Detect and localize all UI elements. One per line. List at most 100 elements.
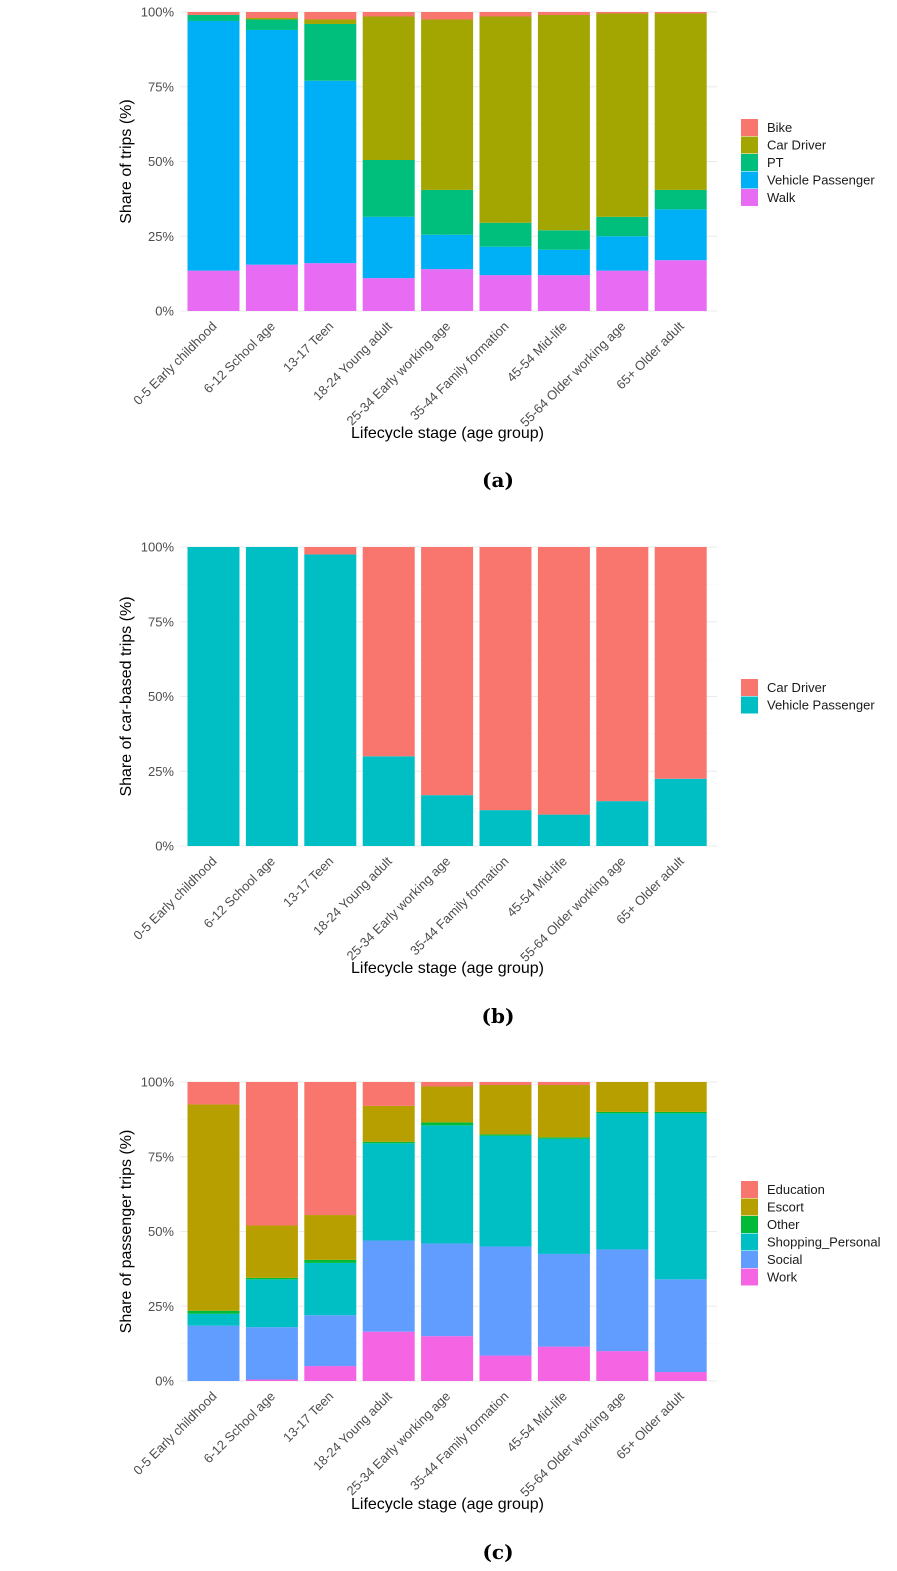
bar-segment-education xyxy=(187,1082,240,1105)
bar-segment-car-driver xyxy=(479,16,532,223)
bar-segment-walk xyxy=(245,264,298,311)
bar-segment-work xyxy=(654,1372,707,1381)
y-tick-label: 75% xyxy=(148,1149,174,1164)
bar-segment-shopping-personal xyxy=(245,1279,298,1328)
bar-segment-social xyxy=(187,1325,240,1381)
bar-segment-education xyxy=(245,1082,298,1226)
bar-segment-social xyxy=(421,1243,474,1337)
bar-segment-vehicle-passenger xyxy=(304,80,357,264)
y-axis-title: Share of passenger trips (%) xyxy=(118,1130,135,1334)
y-tick-label: 25% xyxy=(148,764,174,779)
legend-swatch-car-driver xyxy=(741,679,758,696)
bar-segment-social xyxy=(654,1279,707,1373)
bar-segment-escort xyxy=(304,1215,357,1260)
bar-segment-social xyxy=(245,1327,298,1380)
bar-segment-escort xyxy=(187,1104,240,1311)
bar-segment-vehicle-passenger xyxy=(654,209,707,261)
bar-segment-car-driver xyxy=(654,547,707,779)
bars xyxy=(187,547,707,846)
bar-segment-vehicle-passenger xyxy=(421,234,474,270)
y-tick-label: 100% xyxy=(141,5,175,20)
bar-segment-vehicle-passenger xyxy=(479,810,532,846)
bar-segment-bike xyxy=(245,12,298,18)
bar-segment-car-driver xyxy=(421,547,474,796)
bar-segment-other xyxy=(245,1277,298,1280)
x-tick-label: 0-5 Early childhood xyxy=(130,1389,219,1478)
bar-segment-car-driver xyxy=(304,547,357,555)
bar-segment-social xyxy=(362,1240,415,1332)
bar-segment-shopping-personal xyxy=(187,1313,240,1326)
x-tick-label: 13-17 Teen xyxy=(280,319,336,375)
legend-label: Other xyxy=(767,1217,800,1232)
y-tick-label: 50% xyxy=(148,1224,174,1239)
y-tick-label: 75% xyxy=(148,79,174,94)
bar-segment-vehicle-passenger xyxy=(654,778,707,846)
y-tick-label: 0% xyxy=(155,1374,174,1389)
legend-swatch-bike xyxy=(741,119,758,136)
y-tick-label: 75% xyxy=(148,614,174,629)
bar-segment-vehicle-passenger xyxy=(421,795,474,846)
legend-label: Vehicle Passenger xyxy=(767,698,875,713)
bar-segment-pt xyxy=(596,216,649,237)
x-tick-label: 55-64 Older working age xyxy=(517,854,628,965)
bar-segment-work xyxy=(421,1336,474,1381)
bar-segment-vehicle-passenger xyxy=(537,814,590,846)
x-tick-label: 25-34 Early working age xyxy=(343,854,453,964)
bar-segment-vehicle-passenger xyxy=(304,554,357,846)
x-axis-title: Lifecycle stage (age group) xyxy=(351,960,544,977)
bar-segment-car-driver xyxy=(304,19,357,24)
legend-swatch-vehicle-passenger xyxy=(741,696,758,714)
bar-segment-work xyxy=(479,1355,532,1381)
bar-segment-walk xyxy=(537,275,590,311)
bar-segment-pt xyxy=(537,230,590,250)
x-tick-label: 35-44 Family formation xyxy=(407,854,512,959)
bar-segment-other xyxy=(304,1259,357,1263)
bar-segment-vehicle-passenger xyxy=(362,216,415,279)
bar-segment-bike xyxy=(654,12,707,14)
bar-segment-work xyxy=(596,1351,649,1381)
bar-segment-vehicle-passenger xyxy=(245,547,298,846)
legend-label: Shopping_Personal xyxy=(767,1235,881,1250)
bar-segment-bike xyxy=(362,12,415,17)
y-tick-label: 25% xyxy=(148,1299,174,1314)
bar-segment-escort xyxy=(245,1225,298,1278)
bar-segment-education xyxy=(421,1082,474,1087)
bar-segment-vehicle-passenger xyxy=(479,246,532,276)
y-axis-title: Share of trips (%) xyxy=(118,99,135,223)
bar-segment-escort xyxy=(654,1082,707,1112)
bar-segment-bike xyxy=(187,12,240,15)
bar-segment-car-driver xyxy=(362,547,415,757)
bar-segment-education xyxy=(537,1082,590,1085)
bar-segment-escort xyxy=(421,1086,474,1123)
bar-segment-other xyxy=(421,1122,474,1126)
y-tick-label: 100% xyxy=(141,540,175,555)
bar-segment-shopping-personal xyxy=(421,1125,474,1244)
legend-label: Bike xyxy=(767,120,792,135)
bar-segment-bike xyxy=(304,12,357,20)
x-axis-title: Lifecycle stage (age group) xyxy=(351,425,544,442)
y-tick-label: 100% xyxy=(141,1075,175,1090)
bar-segment-escort xyxy=(479,1084,532,1135)
bar-segment-vehicle-passenger xyxy=(362,756,415,846)
x-tick-label: 0-5 Early childhood xyxy=(130,854,219,943)
bar-segment-social xyxy=(304,1315,357,1367)
legend-swatch-social xyxy=(741,1251,758,1268)
legend-label: Education xyxy=(767,1182,825,1197)
legend-label: Walk xyxy=(767,190,796,205)
legend: Education Escort Other Shopping_Personal Soc… xyxy=(741,1181,881,1286)
bar-segment-pt xyxy=(421,189,474,235)
x-tick-label: 13-17 Teen xyxy=(280,854,336,910)
bar-segment-escort xyxy=(537,1084,590,1138)
panel-caption: (a) xyxy=(482,468,514,492)
x-tick-label: 13-17 Teen xyxy=(280,1389,336,1445)
bar-segment-pt xyxy=(479,222,532,247)
bar-segment-pt xyxy=(304,23,357,81)
bar-segment-vehicle-passenger xyxy=(596,236,649,271)
bar-segment-walk xyxy=(362,278,415,311)
x-tick-label: 0-5 Early childhood xyxy=(130,319,219,408)
bar-segment-car-driver xyxy=(421,19,474,190)
bar-segment-work xyxy=(304,1366,357,1381)
bar-segment-bike xyxy=(479,12,532,17)
bar-segment-other xyxy=(654,1111,707,1114)
